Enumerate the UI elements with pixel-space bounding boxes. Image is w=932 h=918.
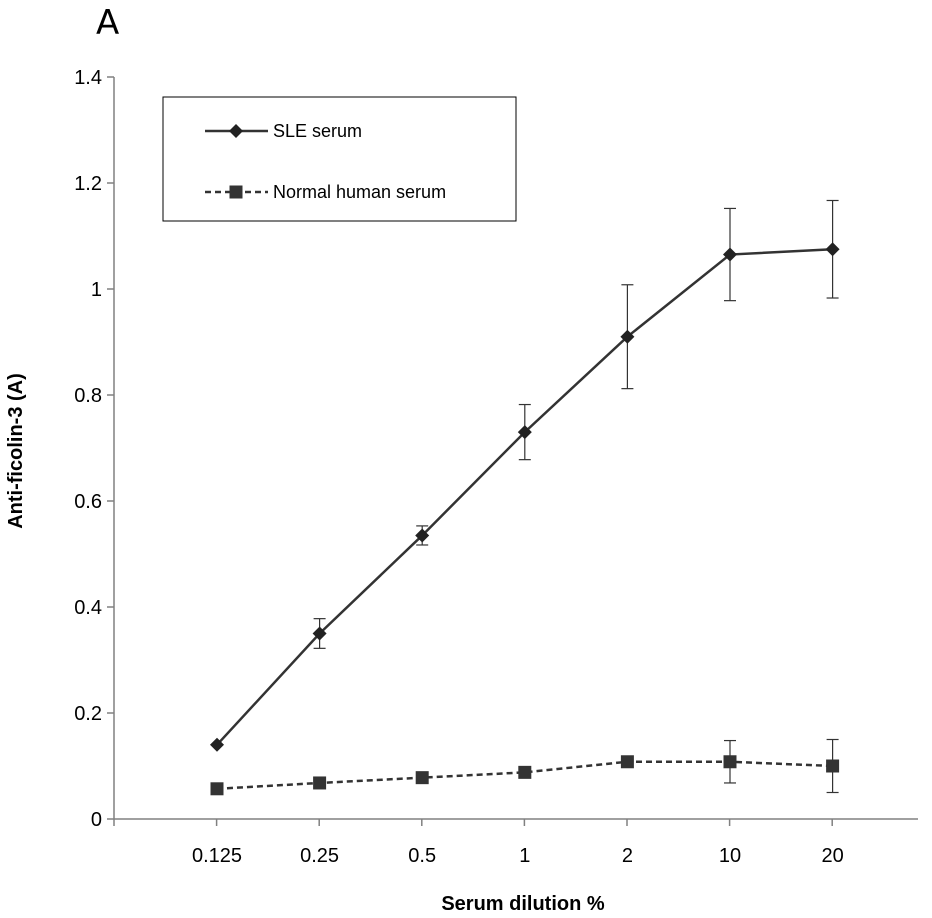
x-tick-label: 2 xyxy=(622,845,633,867)
panel-letter: A xyxy=(96,3,119,43)
data-point xyxy=(620,755,634,769)
x-tick-label: 0.5 xyxy=(408,845,436,867)
y-tick-label: 0 xyxy=(91,809,102,831)
x-ticks: 0.125 0.25 0.5 1 2 10 20 xyxy=(113,819,844,867)
data-point xyxy=(415,771,429,785)
data-point xyxy=(210,782,224,796)
y-tick-label: 0.8 xyxy=(74,385,102,407)
data-point xyxy=(723,247,737,262)
data-point xyxy=(210,737,224,752)
data-point xyxy=(825,242,840,257)
x-tick-label: 0.125 xyxy=(192,845,242,867)
y-tick-label: 0.4 xyxy=(74,597,102,619)
x-tick-label: 20 xyxy=(821,845,843,867)
axes: 0 0.2 0.4 0.6 0.8 1 1.2 1.4 0.125 0.25 0.5 1 2 10 20 xyxy=(74,67,918,867)
legend-marker xyxy=(229,185,243,199)
data-point xyxy=(518,765,532,779)
legend-label: SLE serum xyxy=(273,121,362,141)
data-point xyxy=(723,755,737,769)
x-tick-label: 1 xyxy=(519,845,530,867)
data-point xyxy=(312,626,327,641)
legend: SLE serum Normal human serum xyxy=(162,96,517,222)
y-axis-title: Anti-ficolin-3 (A) xyxy=(5,373,27,529)
x-tick-label: 10 xyxy=(719,845,741,867)
data-point xyxy=(415,528,430,543)
data-point xyxy=(826,759,840,773)
plot-area xyxy=(210,199,840,796)
series-line xyxy=(216,248,833,746)
y-tick-label: 1.4 xyxy=(74,67,102,89)
series-0 xyxy=(210,199,840,752)
legend-label: Normal human serum xyxy=(273,182,446,202)
y-tick-label: 1.2 xyxy=(74,173,102,195)
data-point xyxy=(620,329,635,344)
data-point xyxy=(313,776,327,790)
y-ticks: 0 0.2 0.4 0.6 0.8 1 1.2 1.4 xyxy=(74,67,114,831)
data-point xyxy=(517,425,532,440)
legend-box xyxy=(162,96,517,222)
y-tick-label: 1 xyxy=(91,279,102,301)
x-tick-label: 0.25 xyxy=(300,845,339,867)
series-1 xyxy=(210,738,840,796)
legend-marker xyxy=(229,124,243,138)
y-tick-label: 0.2 xyxy=(74,703,102,725)
legend-items: SLE serum Normal human serum xyxy=(205,121,446,202)
x-axis-title: Serum dilution % xyxy=(441,893,605,915)
y-tick-label: 0.6 xyxy=(74,491,102,513)
